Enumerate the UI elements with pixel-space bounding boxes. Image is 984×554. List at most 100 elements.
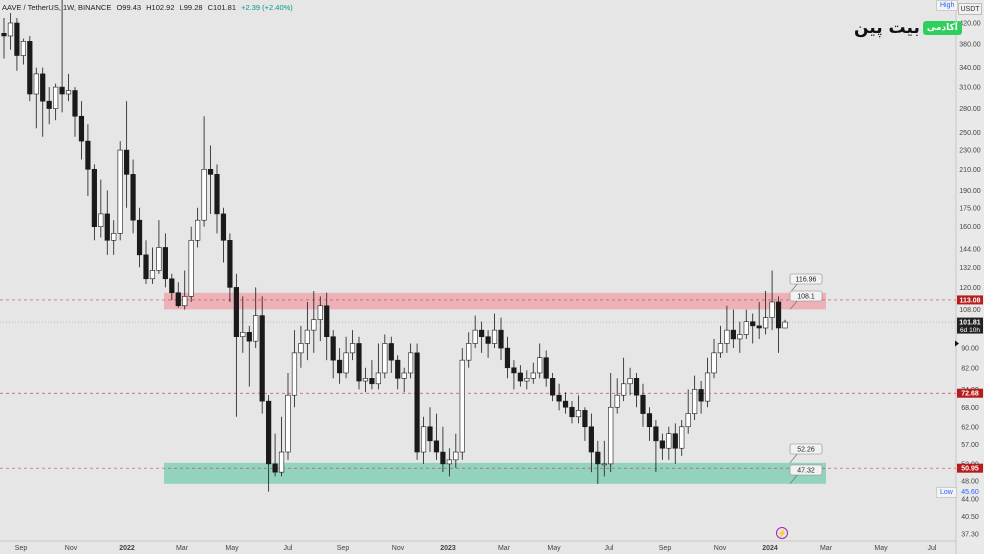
candle-body: [395, 359, 401, 379]
x-tick-label: Nov: [392, 545, 405, 552]
x-tick-label: May: [547, 545, 561, 552]
brand-logo: بیت پین آکادمی: [854, 18, 962, 38]
candle-body: [214, 174, 220, 215]
candle-body: [504, 347, 511, 369]
candle-body: [111, 233, 117, 241]
resistance-zone: [164, 292, 826, 310]
candle-body: [763, 317, 769, 329]
x-tick-label: May: [874, 545, 888, 552]
candle-body: [169, 278, 175, 294]
candle-body: [621, 383, 627, 396]
x-tick-label: Mar: [176, 545, 189, 552]
y-tick-label: 250.00: [959, 130, 981, 137]
candle-body: [375, 372, 381, 385]
candle-body: [220, 213, 227, 241]
flash-icon[interactable]: ⚡: [776, 527, 788, 539]
y-tick-label: 280.00: [959, 106, 981, 113]
y-tick-label: 37.30: [961, 532, 979, 539]
level-price-tag: 72.68: [961, 391, 979, 398]
candle-body: [446, 459, 452, 465]
y-tick-label: 380.00: [959, 42, 981, 49]
brand-name: بیت پین: [854, 18, 920, 38]
candle-body: [769, 301, 775, 318]
candle-body: [692, 389, 698, 414]
candle-body: [130, 174, 136, 221]
candle-body: [317, 305, 323, 320]
candle-body: [472, 329, 478, 344]
level-price-tag-bg: [957, 295, 983, 305]
change-value: +2.39 (+2.40%): [241, 3, 293, 12]
candle-body: [756, 325, 762, 329]
candle-body: [414, 352, 420, 453]
candle-body: [162, 247, 168, 280]
y-tick-label: 420.00: [959, 21, 981, 28]
y-tick-label: 40.50: [961, 514, 979, 521]
low-value: L99.28: [179, 3, 203, 12]
x-tick-label: 2024: [762, 545, 778, 552]
zone-label-108-10-box: [789, 290, 823, 302]
x-tick-label: May: [225, 545, 239, 552]
candle-body: [207, 168, 214, 175]
candle-body: [427, 426, 433, 442]
candle-body: [582, 410, 588, 428]
zone-label-116-96-box: [789, 273, 823, 285]
y-tick-label: 144.00: [959, 246, 981, 253]
symbol-name[interactable]: AAVE / TetherUS, 1W, BINANCE: [2, 3, 112, 12]
candle-body: [117, 149, 123, 234]
candle-body: [246, 331, 252, 342]
candle-body: [659, 440, 665, 449]
candle-body: [304, 329, 310, 344]
candle-body: [124, 149, 130, 175]
candle-body: [543, 357, 549, 379]
candle-body: [737, 334, 743, 340]
candle-body: [550, 378, 556, 396]
candle-body: [530, 372, 536, 379]
price-arrow-icon: [955, 340, 959, 347]
candle-body: [266, 400, 272, 465]
candle-body: [240, 331, 246, 337]
currency-button[interactable]: USDT: [958, 3, 982, 15]
candle-body: [201, 168, 207, 221]
candle-body: [614, 394, 620, 408]
candle-body: [491, 329, 498, 344]
candle-body: [498, 329, 504, 349]
y-tick-label: 108.00: [959, 307, 981, 314]
candle-body: [479, 329, 485, 337]
candle-body: [440, 451, 446, 465]
candle-body: [46, 100, 52, 109]
candle-body: [485, 336, 491, 344]
candle-body: [356, 343, 362, 382]
candle-body: [537, 357, 543, 374]
candle-body: [33, 73, 39, 95]
candle-body: [253, 315, 259, 342]
candle-body: [78, 115, 85, 142]
level-price-tag-bg: [957, 463, 983, 473]
y-tick-label: 44.00: [961, 497, 979, 504]
y-tick-label: 62.00: [961, 424, 979, 431]
candle-body: [775, 301, 782, 329]
close-value: C101.81: [207, 3, 236, 12]
y-tick-label: 132.00: [959, 265, 981, 272]
candle-body: [98, 213, 104, 227]
y-tick-label: 230.00: [959, 148, 981, 155]
candle-body: [401, 372, 407, 379]
support-zone: [164, 462, 826, 484]
y-tick-label: 210.00: [959, 167, 981, 174]
candle-body: [149, 270, 156, 280]
low-marker-label: Low: [936, 487, 957, 498]
zone-label-52-26: 52.26: [797, 447, 815, 454]
y-tick-label: 190.00: [959, 188, 981, 195]
last-price-tag-countdown: 6d 10h: [960, 327, 980, 334]
price-axis-panel: [956, 0, 984, 554]
y-tick-label: 82.00: [961, 365, 979, 372]
zone-label-108-10-pointer: [789, 299, 799, 310]
y-tick-label: 310.00: [959, 85, 981, 92]
last-price-tag-bg: [957, 317, 983, 334]
candle-body: [672, 433, 678, 449]
y-tick-label: 48.00: [961, 478, 979, 485]
symbol-header: AAVE / TetherUS, 1W, BINANCE O99.43 H102…: [2, 3, 296, 12]
academy-badge: آکادمی: [922, 21, 962, 35]
candle-body: [7, 22, 14, 37]
candle-body: [717, 343, 724, 354]
